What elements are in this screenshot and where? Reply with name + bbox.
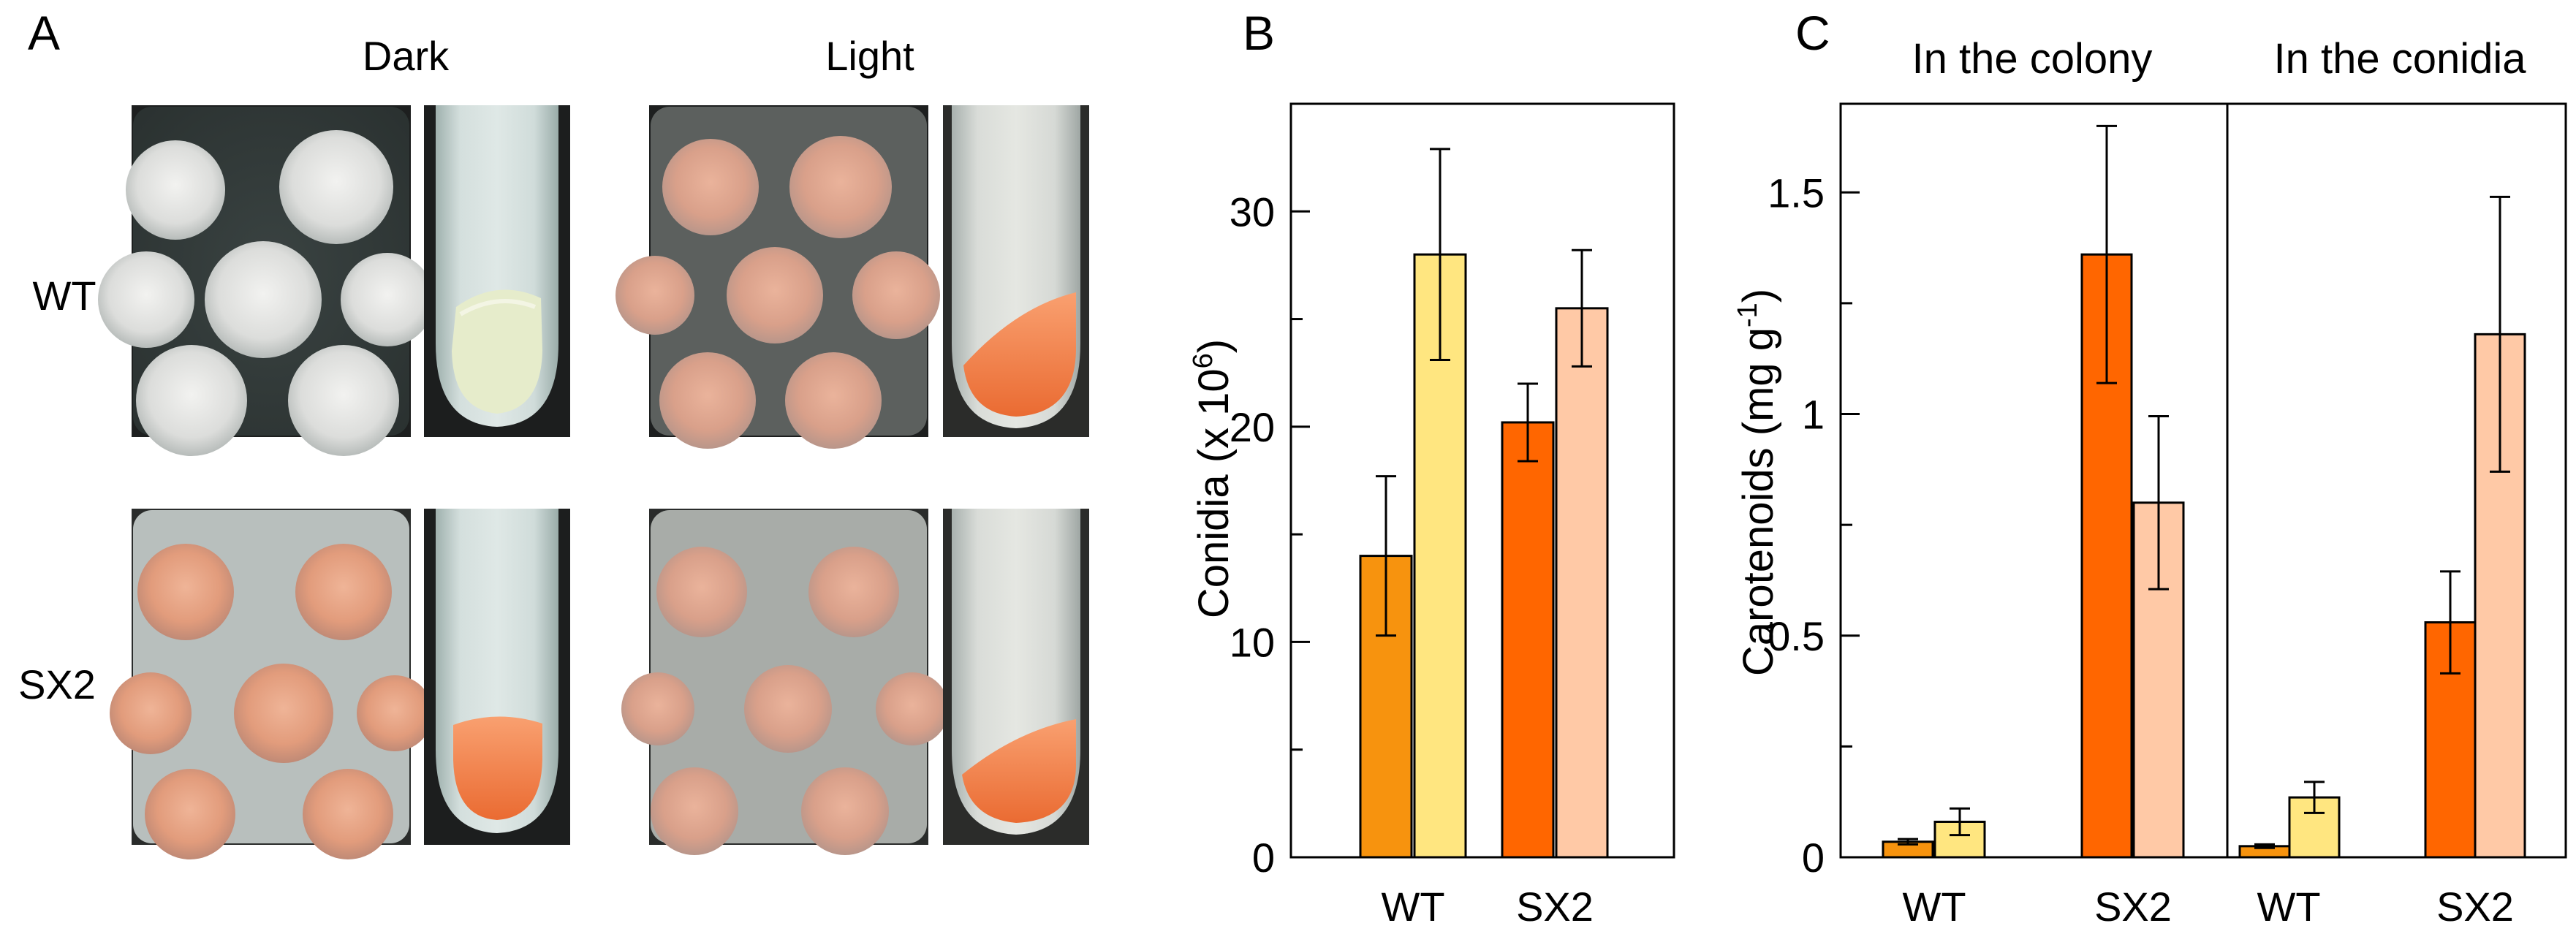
panel-b-ylabel-main: Conidia (x 10: [1190, 368, 1238, 618]
panel-b-ylabel: Conidia (x 106): [1188, 339, 1238, 618]
panel-b-ylabel-sup: 6: [1188, 353, 1219, 368]
row-label-sx2: SX2: [18, 661, 96, 707]
plate-wt-dark: [98, 105, 434, 456]
panel-b-frame: [1289, 102, 1675, 859]
panel-b: B Conidia (x 106) 0 10 20 30 WT SX2: [1188, 6, 1675, 930]
plate-sx2-dark: [110, 509, 433, 859]
panel-b-ylabel-end: ): [1190, 339, 1238, 353]
panel-c-ytick-label: 0.5: [1768, 613, 1825, 659]
panel-c: C Carotenoids (mg g-1) 0 0.5 1 1.5 In the co…: [1732, 6, 2567, 930]
panel-c-ylabel-end: ): [1735, 289, 1782, 303]
panel-c-ylabel: Carotenoids (mg g-1): [1732, 289, 1782, 676]
panel-a: A Dark Light WT SX2: [18, 6, 1089, 859]
panel-c-ytick-label: 0: [1802, 835, 1825, 881]
panel-b-ytick-label: 0: [1252, 835, 1275, 881]
row-label-wt: WT: [32, 273, 96, 319]
plate-sx2-light: [621, 509, 949, 855]
tube-sx2-light: [943, 509, 1089, 845]
column-label-dark: Dark: [363, 33, 450, 79]
panel-c-ytick-label: 1: [1802, 392, 1825, 438]
panel-b-category-label: SX2: [1516, 884, 1594, 930]
panel-b-bar: [1501, 421, 1555, 859]
panel-b-ytick-label: 10: [1230, 619, 1275, 665]
panel-c-ytick-label: 1.5: [1768, 170, 1825, 216]
panel-c-ylabel-main: Carotenoids (mg g: [1735, 327, 1782, 676]
panel-c-category-label: WT: [2257, 884, 2320, 930]
panel-c-section-title: In the colony: [1912, 35, 2153, 83]
column-label-light: Light: [825, 33, 914, 79]
plate-wt-light: [615, 105, 940, 449]
panel-c-category-label: SX2: [2436, 884, 2514, 930]
tube-wt-dark: [424, 105, 570, 437]
panel-b-chart: 0 10 20 30 WT SX2: [1230, 102, 1675, 930]
panel-b-category-label: WT: [1381, 884, 1444, 930]
panel-c-ylabel-sup: -1: [1732, 303, 1763, 327]
tube-sx2-dark: [424, 509, 570, 845]
panel-b-ytick-label: 30: [1230, 189, 1275, 235]
tube-wt-light: [943, 105, 1089, 437]
panel-b-bar: [1413, 253, 1467, 859]
panel-b-letter: B: [1243, 6, 1275, 60]
panel-c-section-title: In the conidia: [2273, 35, 2526, 83]
panel-c-frame: [1839, 102, 2567, 859]
panel-b-ytick-label: 20: [1230, 404, 1275, 450]
panel-c-category-label: SX2: [2094, 884, 2172, 930]
panel-c-letter: C: [1795, 6, 1830, 60]
panel-a-letter: A: [28, 6, 60, 60]
panel-b-bar: [1555, 307, 1609, 859]
panel-c-category-label: WT: [1902, 884, 1966, 930]
panel-c-chart: 0 0.5 1 1.5 In the colony WT SX2 In the conidia…: [1768, 35, 2567, 930]
